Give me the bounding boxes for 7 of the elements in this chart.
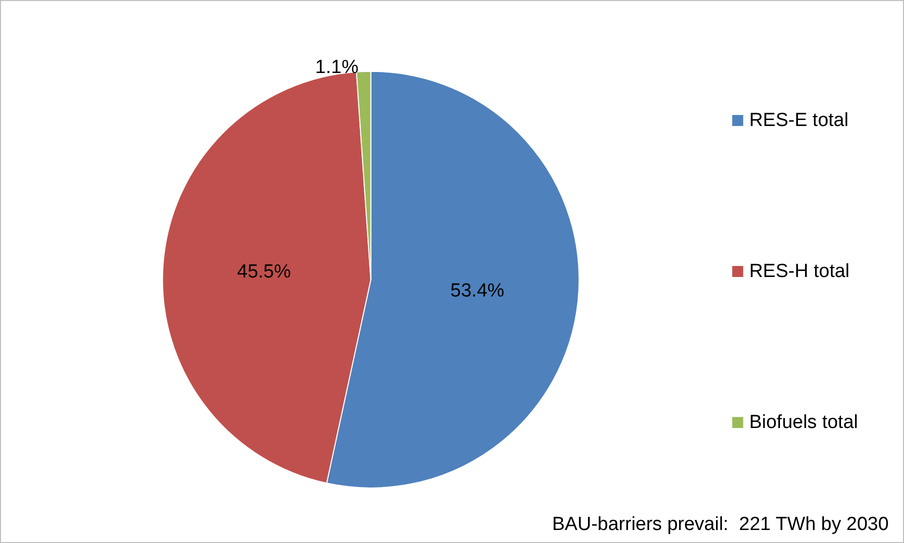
- legend-label: Biofuels total: [749, 412, 858, 433]
- data-label: 1.1%: [315, 56, 359, 78]
- legend-label: RES-H total: [749, 261, 850, 282]
- data-label: 45.5%: [237, 261, 291, 282]
- legend-label: RES-E total: [749, 110, 848, 131]
- text: BAU-barriers prevail: 221 TWh by 2030: [552, 514, 889, 535]
- data-label: 53.4%: [450, 280, 504, 302]
